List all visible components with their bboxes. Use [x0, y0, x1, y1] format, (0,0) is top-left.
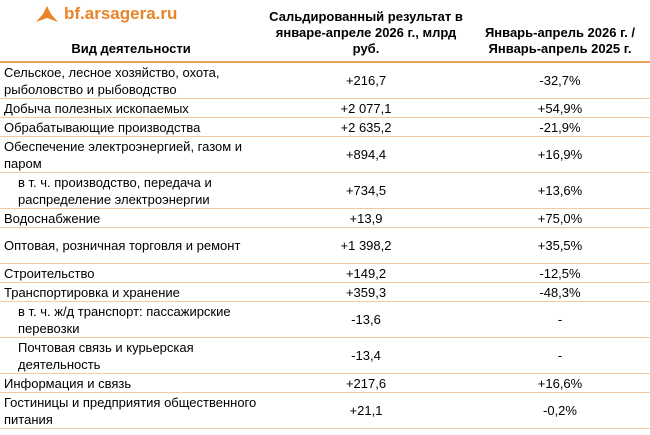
table-row: Строительство +149,2 -12,5%	[0, 263, 650, 283]
table-row: Информация и связь +217,6 +16,6%	[0, 373, 650, 393]
table-row: Оптовая, розничная торговля и ремонт +1 3…	[0, 227, 650, 264]
table-row: Транспортировка и хранение +359,3 -48,3%	[0, 282, 650, 302]
activity-cell: Сельское, лесное хозяйство, охота, рыбол…	[0, 62, 262, 99]
activity-cell: Обеспечение электроэнергией, газом и пар…	[0, 136, 262, 173]
column-header: Вид деятельности	[0, 0, 262, 63]
value-cell: +75,0%	[470, 208, 650, 228]
value-cell: -	[470, 301, 650, 338]
table-row: Водоснабжение +13,9 +75,0%	[0, 208, 650, 228]
activity-cell: Обрабатывающие производства	[0, 117, 262, 137]
value-cell: -	[470, 337, 650, 374]
value-cell: +1 398,2	[262, 227, 470, 264]
value-cell: +359,3	[262, 282, 470, 302]
value-cell: +894,4	[262, 136, 470, 173]
logo-text: bf.arsagera.ru	[64, 4, 178, 23]
table-row: в т. ч. производство, передача и распред…	[0, 172, 650, 209]
activity-cell: Гостиницы и предприятия общественного пи…	[0, 392, 262, 429]
table-row: Добыча полезных ископаемых +2 077,1 +54,9%	[0, 98, 650, 118]
value-cell: +2 635,2	[262, 117, 470, 137]
value-cell: +734,5	[262, 172, 470, 209]
value-cell: +16,6%	[470, 373, 650, 393]
column-header: Январь-апрель 2026 г. / Январь-апрель 20…	[470, 0, 650, 63]
value-cell: +35,5%	[470, 227, 650, 264]
activity-cell: в т. ч. ж/д транспорт: пассажирские пере…	[0, 301, 262, 338]
table-row: Обрабатывающие производства +2 635,2 -21,9…	[0, 117, 650, 137]
activity-cell: Оптовая, розничная торговля и ремонт	[0, 227, 262, 264]
value-cell: +54,9%	[470, 98, 650, 118]
table-body: Сельское, лесное хозяйство, охота, рыбол…	[0, 62, 650, 429]
value-cell: +16,9%	[470, 136, 650, 173]
logo-icon	[36, 6, 58, 22]
value-cell: +13,6%	[470, 172, 650, 209]
table-row: Обеспечение электроэнергией, газом и пар…	[0, 136, 650, 173]
value-cell: -32,7%	[470, 62, 650, 99]
value-cell: -12,5%	[470, 263, 650, 283]
column-header: Сальдированный результат в январе-апреле…	[262, 0, 470, 63]
value-cell: -13,4	[262, 337, 470, 374]
value-cell: +149,2	[262, 263, 470, 283]
activity-cell: в т. ч. производство, передача и распред…	[0, 172, 262, 209]
value-cell: +217,6	[262, 373, 470, 393]
value-cell: +13,9	[262, 208, 470, 228]
table-row: Сельское, лесное хозяйство, охота, рыбол…	[0, 62, 650, 99]
activity-cell: Почтовая связь и курьерская деятельность	[0, 337, 262, 374]
activity-cell: Информация и связь	[0, 373, 262, 393]
value-cell: -21,9%	[470, 117, 650, 137]
activity-cell: Водоснабжение	[0, 208, 262, 228]
table-row: Гостиницы и предприятия общественного пи…	[0, 392, 650, 429]
table-row: Почтовая связь и курьерская деятельность…	[0, 337, 650, 374]
value-cell: -0,2%	[470, 392, 650, 429]
value-cell: +2 077,1	[262, 98, 470, 118]
logo: bf.arsagera.ru	[34, 4, 177, 24]
activity-cell: Добыча полезных ископаемых	[0, 98, 262, 118]
value-cell: -48,3%	[470, 282, 650, 302]
activity-cell: Транспортировка и хранение	[0, 282, 262, 302]
table-row: в т. ч. ж/д транспорт: пассажирские пере…	[0, 301, 650, 338]
activity-cell: Строительство	[0, 263, 262, 283]
value-cell: +21,1	[262, 392, 470, 429]
value-cell: -13,6	[262, 301, 470, 338]
value-cell: +216,7	[262, 62, 470, 99]
